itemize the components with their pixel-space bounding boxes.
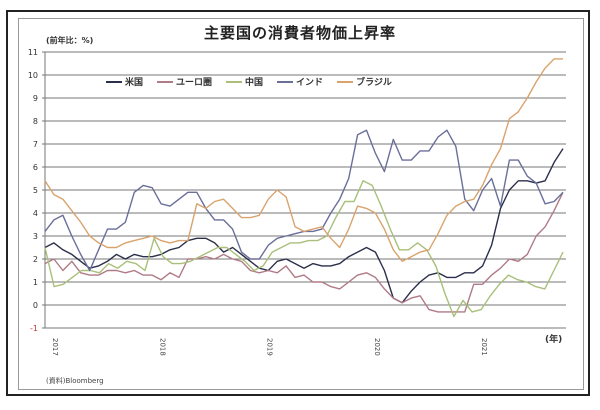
legend-label-brazil: ブラジル (356, 78, 392, 88)
x-tick-label: 2021 (480, 338, 488, 356)
legend-label-us: 米国 (125, 78, 144, 88)
y-tick-label: 11 (28, 48, 38, 57)
legend-label-china: 中国 (245, 78, 264, 88)
legend-swatch-brazil (337, 80, 354, 83)
y-tick-label: 9 (33, 94, 38, 103)
legend-item-us: 米国 (106, 75, 143, 88)
x-tick-label: 2018 (158, 338, 166, 356)
legend-swatch-us (106, 80, 122, 83)
y-tick-label: -1 (30, 324, 38, 333)
x-tick-label: 2017 (51, 338, 59, 356)
y-tick-label: 4 (33, 209, 38, 218)
chart-title: 主要国の消費者物価上昇率 (203, 24, 396, 42)
series-line (44, 129, 564, 272)
x-tick-label: 2020 (373, 338, 381, 356)
legend-item-brazil: ブラジル (337, 75, 392, 88)
x-axis-unit-label: (年) (545, 335, 563, 345)
legend-label-eurozone: ユーロ圏 (176, 78, 213, 88)
y-tick-label: 1 (33, 278, 38, 287)
series-line (44, 148, 564, 304)
y-tick-label: 3 (33, 232, 38, 241)
source-label: (資料)Bloomberg (46, 377, 104, 385)
legend-swatch-eurozone (157, 80, 174, 83)
y-tick-label: 2 (33, 255, 38, 264)
x-tick-label: 2019 (266, 338, 274, 356)
y-tick-label: 8 (33, 117, 38, 126)
series-line (44, 180, 564, 318)
y-tick-label: 7 (33, 140, 38, 149)
legend-item-china: 中国 (226, 75, 263, 88)
y-tick-label: 0 (33, 301, 38, 310)
y-tick-label: 10 (28, 71, 38, 80)
chart-legend: 米国 ユーロ圏 中国 インド ブラジル (106, 75, 392, 88)
y-tick-label: 5 (33, 186, 38, 195)
legend-label-india: インド (296, 78, 324, 88)
series-line (44, 191, 564, 313)
legend-item-india: インド (277, 75, 323, 88)
legend-swatch-china (226, 80, 243, 83)
legend-swatch-india (277, 80, 294, 83)
series-line (44, 58, 563, 262)
y-axis-unit-label: (前年比：%) (46, 36, 94, 45)
y-tick-label: 6 (33, 163, 38, 172)
legend-item-eurozone: ユーロ圏 (157, 75, 212, 88)
